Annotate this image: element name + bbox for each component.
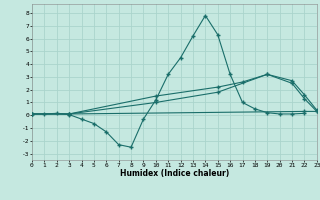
X-axis label: Humidex (Indice chaleur): Humidex (Indice chaleur) — [120, 169, 229, 178]
